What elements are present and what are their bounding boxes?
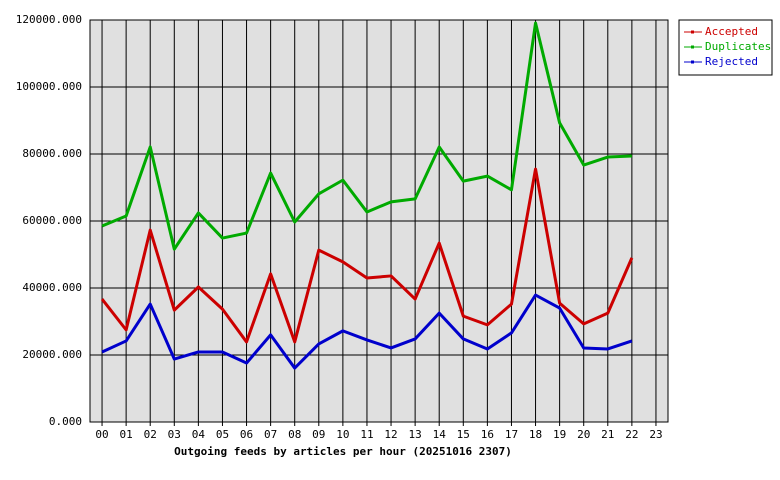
y-tick-label: 100000.000	[16, 80, 82, 93]
x-axis-title: Outgoing feeds by articles per hour (202…	[174, 445, 512, 458]
series-line	[101, 21, 632, 251]
x-tick-label: 03	[168, 428, 181, 441]
x-tick-label: 16	[481, 428, 494, 441]
x-tick-label: 20	[577, 428, 590, 441]
x-tick-label: 18	[529, 428, 542, 441]
legend-marker	[691, 60, 694, 64]
x-tick-label: 01	[120, 428, 133, 441]
y-tick-label: 40000.000	[22, 281, 82, 294]
x-tick-label: 12	[384, 428, 397, 441]
x-tick-label: 17	[505, 428, 518, 441]
x-tick-label: 19	[553, 428, 566, 441]
x-tick-label: 22	[625, 428, 638, 441]
y-tick-label: 80000.000	[22, 147, 82, 160]
x-tick-label: 23	[649, 428, 662, 441]
series-line	[101, 293, 633, 370]
legend-marker	[691, 45, 694, 49]
legend-label: Duplicates	[705, 40, 771, 53]
y-tick-label: 120000.000	[16, 13, 82, 26]
x-tick-label: 06	[240, 428, 253, 441]
x-tick-label: 13	[409, 428, 422, 441]
y-tick-label: 60000.000	[22, 214, 82, 227]
legend-label: Rejected	[705, 55, 758, 68]
x-tick-label: 08	[288, 428, 301, 441]
x-tick-label: 15	[457, 428, 470, 441]
plot-frame	[89, 19, 669, 423]
y-tick-label: 0.000	[49, 415, 82, 428]
y-tick-label: 20000.000	[22, 348, 82, 361]
legend-label: Accepted	[705, 25, 758, 38]
x-tick-label: 14	[433, 428, 447, 441]
legend-marker	[691, 30, 694, 34]
x-tick-label: 07	[264, 428, 277, 441]
x-tick-label: 21	[601, 428, 614, 441]
x-tick-label: 05	[216, 428, 229, 441]
x-tick-label: 00	[95, 428, 108, 441]
x-tick-label: 04	[192, 428, 206, 441]
x-tick-label: 09	[312, 428, 325, 441]
x-tick-label: 11	[360, 428, 373, 441]
x-tick-label: 02	[144, 428, 157, 441]
series-line	[100, 167, 634, 344]
x-tick-label: 10	[336, 428, 349, 441]
